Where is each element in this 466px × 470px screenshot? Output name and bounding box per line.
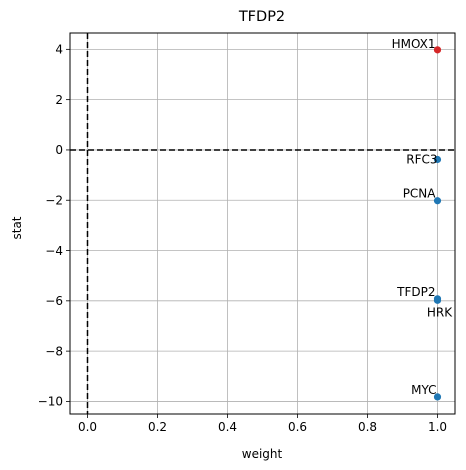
reference-lines: [70, 33, 455, 414]
data-point: [433, 46, 442, 54]
y-tick-label: −10: [38, 395, 63, 409]
y-tick-label: −8: [45, 344, 63, 358]
data-point-label: MYC: [411, 383, 436, 397]
x-tick-label: 0.0: [78, 420, 97, 434]
data-points: [433, 46, 442, 401]
y-tick-label: 4: [55, 43, 63, 57]
x-tick-label: 1.0: [428, 420, 447, 434]
x-axis-ticks: 0.0 0.2 0.4 0.6 0.8 1.0: [78, 414, 447, 434]
y-tick-label: 2: [55, 93, 63, 107]
chart-title: TFDP2: [238, 9, 285, 25]
data-point: [433, 155, 442, 164]
y-tick-label: 0: [55, 143, 63, 157]
x-tick-label: 0.8: [358, 420, 377, 434]
data-point: [433, 393, 442, 401]
y-axis-label: stat: [10, 216, 24, 239]
y-axis-ticks: −10 −8 −6 −4 −2 0 2 4: [38, 43, 70, 409]
grid: [70, 33, 455, 414]
x-tick-label: 0.2: [148, 420, 167, 434]
x-axis-label: weight: [242, 447, 283, 461]
x-tick-label: 0.6: [288, 420, 307, 434]
data-point-label: RFC3: [406, 152, 437, 166]
x-tick-label: 0.4: [218, 420, 237, 434]
data-point-label: HRK: [427, 305, 453, 319]
data-point: [433, 197, 442, 205]
plot-frame: [69, 32, 456, 415]
data-point-label: PCNA: [403, 187, 437, 201]
y-tick-label: −2: [45, 194, 63, 208]
data-point: [433, 296, 442, 304]
point-labels: HMOX1 RFC3 PCNA TFDP2 HRK MYC: [392, 37, 454, 397]
y-tick-label: −4: [45, 244, 63, 258]
data-point-label: TFDP2: [396, 285, 435, 299]
y-tick-label: −6: [45, 294, 63, 308]
data-point-label: HMOX1: [392, 37, 436, 51]
